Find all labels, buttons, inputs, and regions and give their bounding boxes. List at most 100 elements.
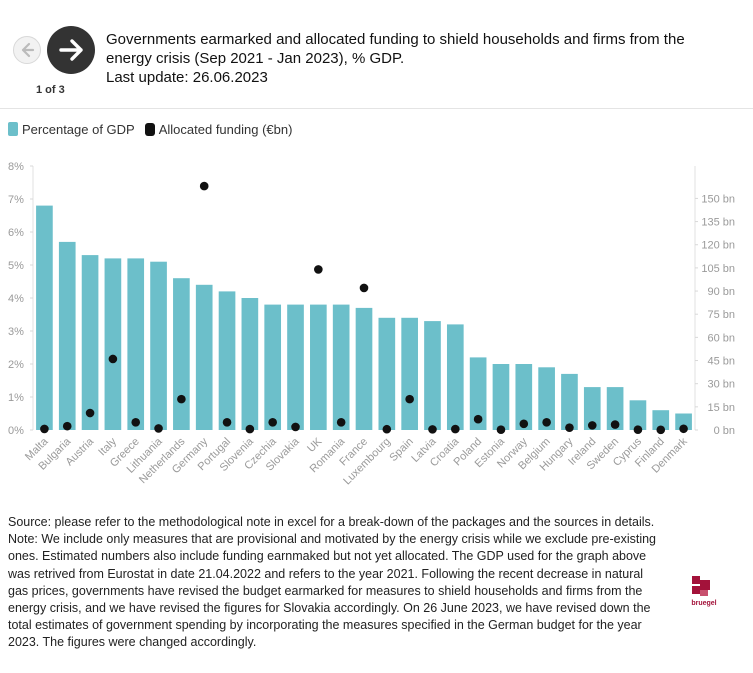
legend-item-percentage[interactable]: Percentage of GDP (8, 122, 135, 137)
bar-malta (36, 205, 53, 430)
arrow-right-icon (59, 39, 83, 61)
next-chart-button[interactable] (47, 26, 95, 74)
bar-austria (81, 255, 99, 430)
dot-france (359, 283, 369, 293)
page-indicator: 1 of 3 (36, 84, 65, 96)
bar-dot-chart: 0% 1% 2% 3% 4% 5% 6% 7% 8% 0 bn 15 bn 30 bn 45 bn 60 … (8, 161, 735, 487)
y-left-tick-label: 2% (8, 359, 24, 371)
dot-norway (519, 419, 529, 429)
dot-germany (199, 181, 209, 191)
dot-luxembourg (382, 424, 392, 434)
y-left-tick-label: 7% (8, 194, 24, 206)
bar-croatia (446, 324, 464, 430)
legend-label: Allocated funding (€bn) (158, 121, 293, 137)
dot-italy (108, 354, 118, 364)
y-left-tick-label: 4% (8, 293, 24, 305)
legend-item-funding[interactable]: Allocated funding (€bn) (144, 121, 293, 137)
y-right-tick-label: 60 bn (707, 332, 735, 344)
bar-france (355, 307, 373, 430)
legend-swatch-dot (144, 122, 155, 136)
y-right-tick-label: 30 bn (707, 379, 735, 391)
dot-bulgaria (62, 421, 72, 431)
bar-romania (332, 304, 350, 430)
bar-lithuania (150, 261, 167, 430)
chart-notes: Source: please refer to the methodologic… (8, 514, 658, 652)
y-left-tick-label: 0% (8, 425, 24, 437)
bar-portugal (218, 291, 236, 430)
y-right-tick-label: 75 bn (707, 309, 735, 321)
dot-ireland (587, 421, 597, 430)
dot-netherlands (177, 394, 186, 404)
dot-cyprus (633, 425, 643, 434)
y-left-tick-label: 3% (8, 326, 24, 338)
bar-spain (401, 317, 418, 430)
y-left-tick-label: 5% (8, 260, 24, 272)
bar-poland (469, 357, 487, 430)
y-right-tick-label: 150 bn (701, 193, 735, 205)
title-line: energy crisis (Sep 2021 - Jan 2023), % G… (106, 50, 405, 67)
dot-hungary (565, 423, 574, 432)
dot-sweden (610, 420, 620, 429)
y-right-tick-label: 15 bn (707, 402, 735, 414)
bar-germany (195, 284, 213, 430)
bar-bulgaria (58, 241, 76, 430)
legend-label: Percentage of GDP (22, 121, 135, 137)
bar-ireland (583, 387, 601, 430)
bar-greece (127, 258, 145, 430)
chart-header: 1 of 3 Governments earmarked and allocat… (0, 0, 753, 109)
title-line: Governments earmarked and allocated fund… (106, 31, 685, 48)
dot-uk (314, 265, 323, 274)
bar-czechia (264, 304, 282, 430)
bar-belgium (538, 367, 555, 430)
bar-slovenia (241, 298, 259, 430)
y-left-tick-label: 6% (8, 227, 24, 239)
dot-spain (405, 394, 414, 404)
y-right-tick-label: 0 bn (714, 425, 735, 437)
bar-norway (515, 364, 533, 430)
bar-latvia (424, 321, 441, 430)
bar-finland (652, 410, 670, 430)
y-right-tick-label: 120 bn (701, 240, 735, 252)
dot-malta (40, 424, 49, 434)
bar-cyprus (629, 400, 647, 430)
dot-croatia (451, 424, 460, 434)
bar-netherlands (173, 278, 190, 430)
bar-italy (104, 258, 122, 430)
y-left-tick-label: 1% (8, 392, 24, 404)
y-left-tick-label: 8% (8, 161, 24, 173)
bar-luxembourg (378, 317, 396, 430)
bar-hungary (561, 373, 578, 430)
chart-title: Governments earmarked and allocated fund… (106, 30, 706, 87)
y-right-tick-label: 45 bn (707, 356, 735, 368)
last-update-text: Last update: 26.06.2023 (106, 69, 268, 86)
bar-sweden (606, 387, 624, 430)
methodology-note: Note: We include only measures that are … (8, 532, 657, 650)
dot-finland (656, 425, 666, 435)
dot-romania (336, 417, 346, 427)
dot-estonia (496, 425, 506, 434)
previous-chart-button[interactable] (13, 36, 41, 64)
dot-austria (85, 408, 95, 418)
dot-czechia (268, 417, 277, 427)
dot-slovakia (291, 422, 300, 432)
bruegel-logo: bruegel (688, 574, 720, 608)
y-right-tick-label: 105 bn (701, 263, 735, 275)
dot-slovenia (245, 424, 255, 434)
dot-latvia (428, 425, 437, 434)
dot-lithuania (154, 424, 163, 433)
bar-estonia (492, 364, 510, 430)
dot-poland (473, 414, 483, 424)
dot-greece (131, 417, 141, 427)
source-note: Source: please refer to the methodologic… (8, 515, 655, 529)
dot-portugal (222, 417, 232, 427)
legend-swatch-bar (8, 122, 18, 136)
arrow-left-icon (21, 42, 35, 58)
y-right-tick-label: 135 bn (701, 217, 735, 229)
dot-denmark (679, 424, 688, 434)
bar-slovakia (287, 304, 304, 430)
bar-denmark (675, 413, 692, 430)
y-right-tick-label: 90 bn (707, 286, 735, 298)
svg-text:bruegel: bruegel (691, 600, 716, 607)
chart-legend: Percentage of GDP Allocated funding (€bn… (8, 120, 302, 138)
bar-uk (310, 304, 327, 430)
